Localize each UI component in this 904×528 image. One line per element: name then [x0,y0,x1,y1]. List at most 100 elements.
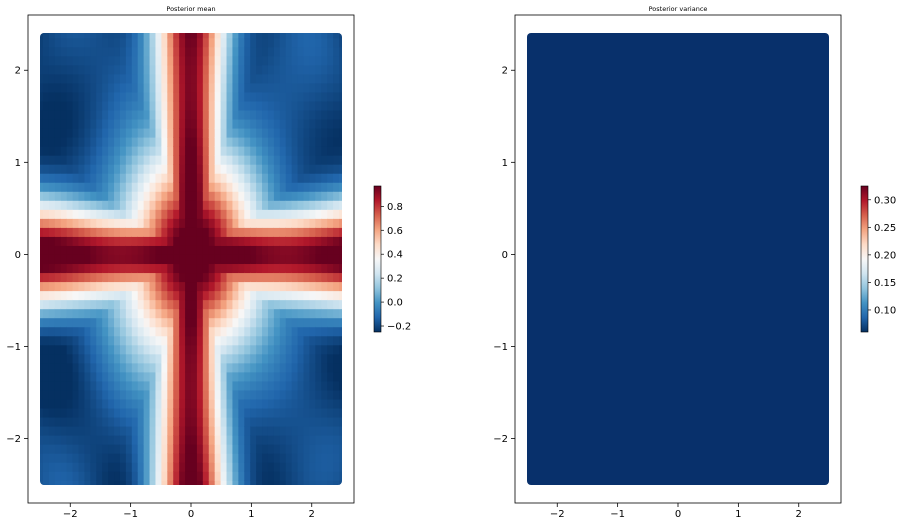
heatmap-cell [208,453,216,463]
heatmap-cell [72,299,80,310]
heatmap-cell [327,380,334,391]
heatmap-cell [66,299,74,310]
heatmap-cell [273,272,281,283]
heatmap-cell [244,200,251,210]
heatmap-cell [96,263,103,274]
heatmap-cell [96,389,103,400]
heatmap-cell [54,462,62,472]
heatmap-cell [267,344,275,355]
heatmap-cell [54,182,62,192]
heatmap-cell [40,335,44,346]
heatmap-cell [149,435,157,445]
heatmap-cell [315,326,322,337]
heatmap-cell [179,182,186,192]
heatmap-cell [226,335,234,346]
heatmap-cell [149,254,157,265]
heatmap-cell [244,55,251,66]
heatmap-cell [60,344,68,355]
heatmap-cell [208,209,216,219]
heatmap-cell [279,82,287,93]
heatmap-cell [66,389,74,400]
heatmap-cell [137,191,145,201]
y-tick-label: 2 [502,66,508,77]
heatmap-cell [72,100,80,111]
heatmap-cell [256,218,263,228]
heatmap-cell [232,317,239,328]
heatmap-cell [315,263,322,274]
heatmap-cell [119,64,127,75]
heatmap-cell [173,109,180,120]
heatmap-cell [202,281,210,292]
heatmap-cell [297,55,305,66]
heatmap-cell [119,33,127,39]
heatmap-cell [285,335,293,346]
heatmap-cell [72,64,80,75]
heatmap-cell [262,209,269,219]
heatmap-cell [315,471,322,481]
heatmap-cell [40,37,44,48]
heatmap-cell [321,82,328,93]
heatmap-cell [315,462,322,472]
heatmap-cell [96,245,103,255]
heatmap-cell [208,73,216,84]
heatmap-cell [149,380,157,391]
heatmap-cell [155,480,162,485]
heatmap-cell [273,218,281,228]
heatmap-cell [167,398,174,409]
heatmap-cell [327,416,334,427]
heatmap-cell [42,173,50,183]
heatmap-cell [250,164,257,174]
heatmap-cell [179,73,186,84]
heatmap-cell [161,335,168,346]
heatmap-cell [333,127,340,138]
heatmap-cell [297,263,305,274]
heatmap-cell [102,127,109,138]
heatmap-cell [119,353,127,364]
heatmap-cell [125,362,133,373]
heatmap-cell [131,127,139,138]
heatmap-cell [161,55,168,66]
heatmap-cell [143,389,151,400]
heatmap-cell [179,227,186,237]
heatmap-cell [303,146,311,156]
heatmap-cell [273,146,281,156]
heatmap-cell [149,272,157,283]
heatmap-cell [267,164,275,174]
heatmap-cell [196,227,204,237]
heatmap-cell [309,416,316,427]
heatmap-cell [137,46,145,57]
heatmap-cell [42,236,50,246]
heatmap-cell [256,272,263,283]
heatmap-cell [155,344,162,355]
heatmap-cell [114,209,121,219]
heatmap-cell [262,164,269,174]
heatmap-cell [173,480,180,485]
heatmap-cell [149,335,157,346]
heatmap-cell [214,389,222,400]
heatmap-cell [339,227,342,237]
heatmap-cell [185,371,192,382]
heatmap-cell [214,55,222,66]
heatmap-cell [220,416,228,427]
heatmap-cell [173,91,180,102]
heatmap-cell [173,218,180,228]
heatmap-cell [321,182,328,192]
heatmap-cell [78,236,86,246]
heatmap-cell [102,173,109,183]
heatmap-cell [78,173,86,183]
heatmap-cell [315,398,322,409]
heatmap-cell [279,245,287,255]
heatmap-cell [42,435,50,445]
heatmap-cell [90,308,97,319]
heatmap-cell [137,344,145,355]
heatmap-cell [256,416,263,427]
heatmap-cell [179,462,186,472]
heatmap-cell [137,326,145,337]
heatmap-cell [256,263,263,274]
heatmap-cell [303,91,311,102]
heatmap-cell [66,425,74,436]
heatmap-cell [60,200,68,210]
heatmap-cell [256,182,263,192]
heatmap-cell [273,308,281,319]
heatmap-cell [131,299,139,310]
